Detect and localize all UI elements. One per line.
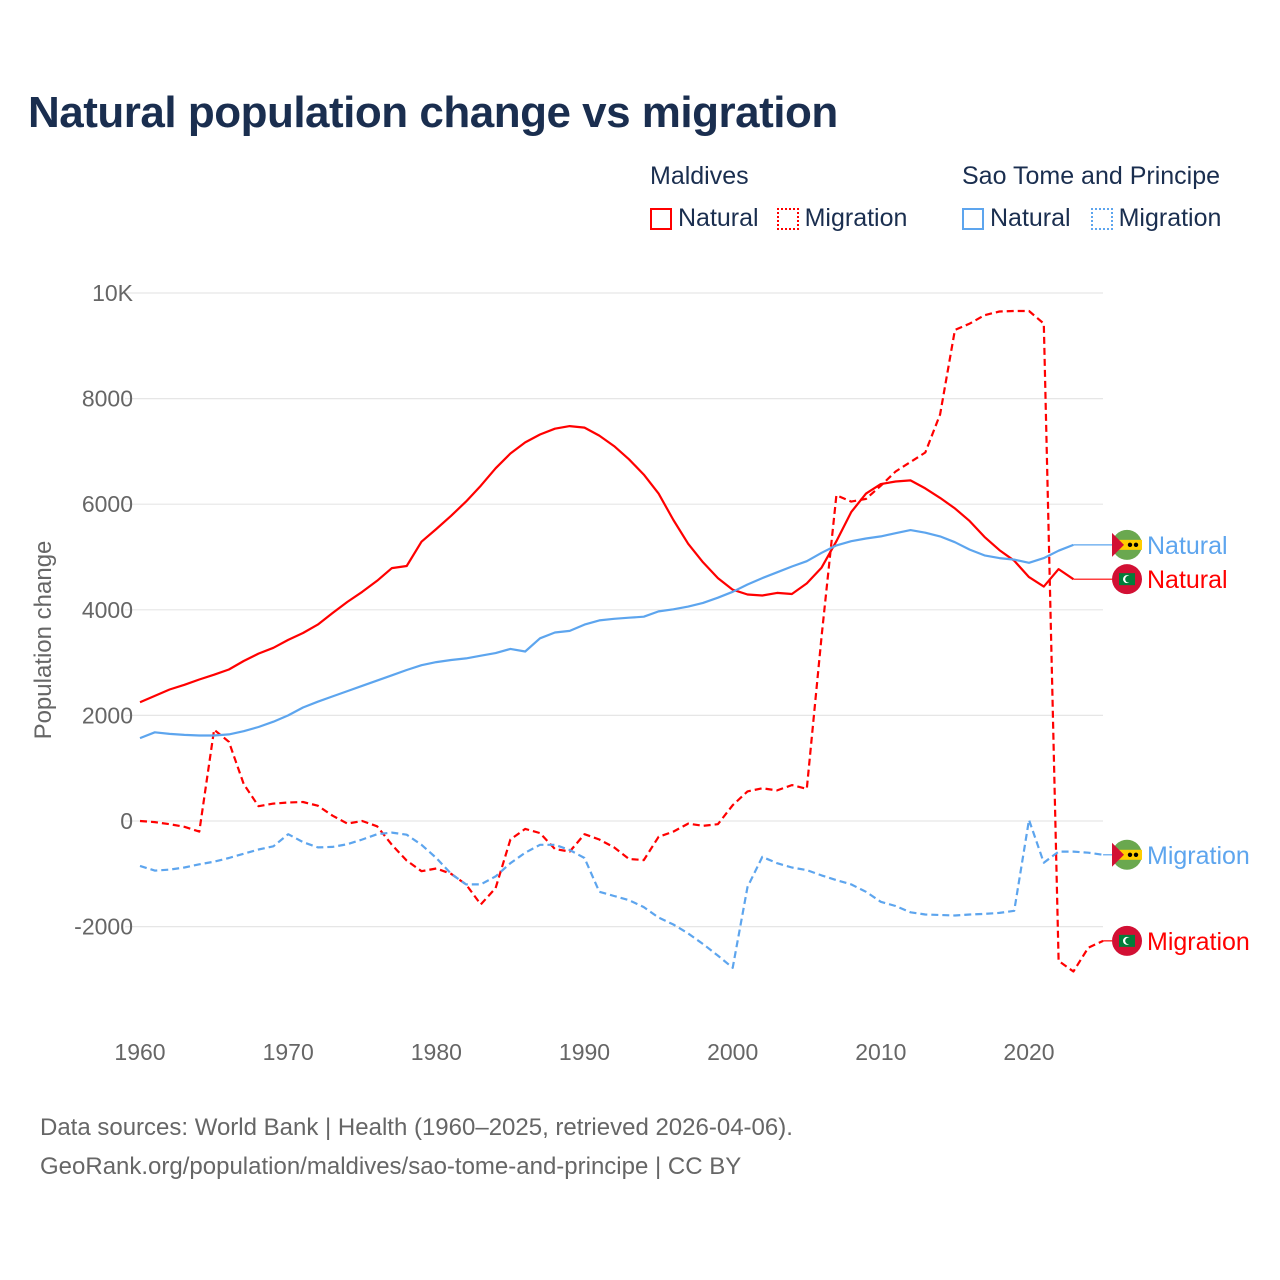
legend-item-maldives-migration[interactable]: Migration xyxy=(776,204,908,233)
flag-star xyxy=(1127,542,1133,548)
legend-label: Migration xyxy=(1118,204,1222,232)
y-tick-label: 2000 xyxy=(82,702,133,728)
series-end-label: Migration xyxy=(1147,928,1250,956)
flag-band xyxy=(1112,849,1142,860)
flag-star xyxy=(1127,852,1133,857)
y-tick-label: 0 xyxy=(120,808,133,834)
y-tick-label: 4000 xyxy=(82,597,133,623)
series-line-sao-tome-and-principe-natural xyxy=(139,528,1074,740)
y-axis-label: Population change xyxy=(30,541,57,740)
y-tick-label: 8000 xyxy=(82,386,133,412)
flag-triangle xyxy=(1112,842,1124,867)
legend-label: Natural xyxy=(678,204,759,232)
legend-swatch-solid xyxy=(962,207,984,230)
x-tick-label: 1960 xyxy=(114,1039,165,1065)
y-tick-label: 10K xyxy=(92,280,134,306)
legend-label: Natural xyxy=(990,204,1071,232)
legend-item-maldives-natural[interactable]: Natural xyxy=(650,204,759,233)
legend-item-stp-natural[interactable]: Natural xyxy=(962,204,1071,233)
footer-link[interactable]: GeoRank.org/population/maldives/sao-tome… xyxy=(40,1153,742,1180)
series-end-label: Natural xyxy=(1147,566,1228,594)
flag-sao-tome-icon xyxy=(1112,839,1142,870)
x-tick-label: 1970 xyxy=(263,1039,314,1065)
legend-group-title: Maldives xyxy=(650,162,749,190)
flag-star xyxy=(1133,542,1139,548)
legend-group-stp: Sao Tome and Principe Natural Migration xyxy=(962,162,1221,233)
legend-label: Migration xyxy=(804,204,908,232)
legend-group-title: Sao Tome and Principe xyxy=(962,162,1221,190)
x-tick-label: 2010 xyxy=(855,1039,906,1065)
flag-maldives-icon xyxy=(1112,925,1142,956)
series-end-label: Migration xyxy=(1147,842,1250,870)
series-end-label: Natural xyxy=(1147,532,1228,560)
series-line-sao-tome-and-principe-migration xyxy=(139,818,1104,969)
x-tick-label: 2000 xyxy=(707,1039,758,1065)
legend-swatch-dotted xyxy=(776,207,799,230)
legend-swatch-solid xyxy=(650,207,672,230)
flag-maldives-icon xyxy=(1112,564,1142,595)
x-tick-label: 2020 xyxy=(1003,1039,1054,1065)
x-tick-label: 1990 xyxy=(559,1039,610,1065)
x-tick-label: 1980 xyxy=(411,1039,462,1065)
flag-sao-tome-icon xyxy=(1112,529,1142,560)
footer-sources: Data sources: World Bank | Health (1960–… xyxy=(40,1114,793,1141)
series-line-maldives-natural xyxy=(139,425,1075,704)
y-tick-label: -2000 xyxy=(74,914,133,940)
legend-swatch-dotted xyxy=(1090,207,1113,230)
flag-crescent-cut xyxy=(1125,575,1132,583)
legend-group-maldives: Maldives Natural Migration xyxy=(650,162,907,233)
legend-item-stp-migration[interactable]: Migration xyxy=(1090,204,1222,233)
flag-crescent-cut xyxy=(1125,937,1132,945)
footer: Data sources: World Bank | Health (1960–… xyxy=(40,1108,793,1186)
chart-title: Natural population change vs migration xyxy=(28,88,838,137)
flag-star xyxy=(1133,852,1139,857)
flag-band xyxy=(1112,539,1142,550)
flag-triangle xyxy=(1112,532,1124,557)
y-tick-label: 6000 xyxy=(82,491,133,517)
series-line-maldives-migration xyxy=(139,309,1104,973)
